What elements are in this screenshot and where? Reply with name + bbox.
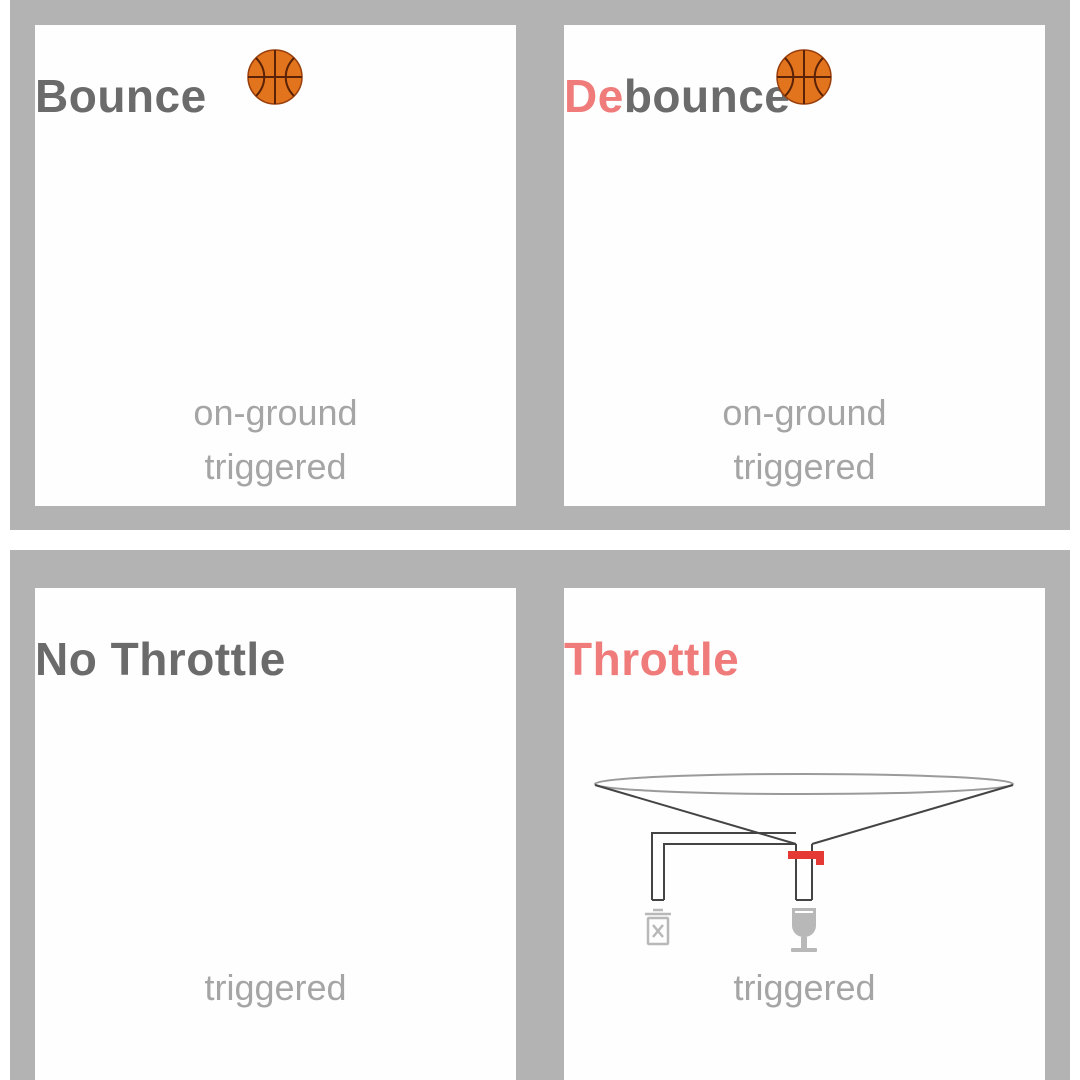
status-label-triggered: triggered xyxy=(204,967,347,1008)
debounce-title-accent: De xyxy=(564,70,624,122)
funnel-rim xyxy=(594,773,1014,795)
wine-glass-icon xyxy=(791,908,817,952)
debounce-title-rest: bounce xyxy=(623,70,791,122)
status-label-triggered: triggered xyxy=(204,446,347,487)
status-label-on-ground: on-ground xyxy=(193,392,358,433)
status-label-on-ground: on-ground xyxy=(722,392,887,433)
throttle-funnel-diagram xyxy=(594,773,1014,952)
status-label-triggered: triggered xyxy=(733,967,876,1008)
debounce-panel: Debounce on-ground triggered xyxy=(564,25,1045,506)
basketball-icon xyxy=(247,49,303,105)
status-label-triggered: triggered xyxy=(733,446,876,487)
bounce-title: Bounce xyxy=(35,70,207,122)
no-throttle-title: No Throttle xyxy=(35,633,286,685)
debounce-title: Debounce xyxy=(564,69,790,123)
no-throttle-panel: No Throttle triggered xyxy=(35,588,516,1080)
overflow-pipe xyxy=(651,832,796,901)
valve xyxy=(788,851,824,859)
basketball-icon xyxy=(776,49,832,105)
trash-icon xyxy=(645,908,671,946)
throttle-panel: Throttle triggered xyxy=(564,588,1045,1080)
bounce-panel: Bounce on-ground triggered xyxy=(35,25,516,506)
funnel-sides xyxy=(594,784,1014,845)
throttle-title: Throttle xyxy=(564,633,740,685)
